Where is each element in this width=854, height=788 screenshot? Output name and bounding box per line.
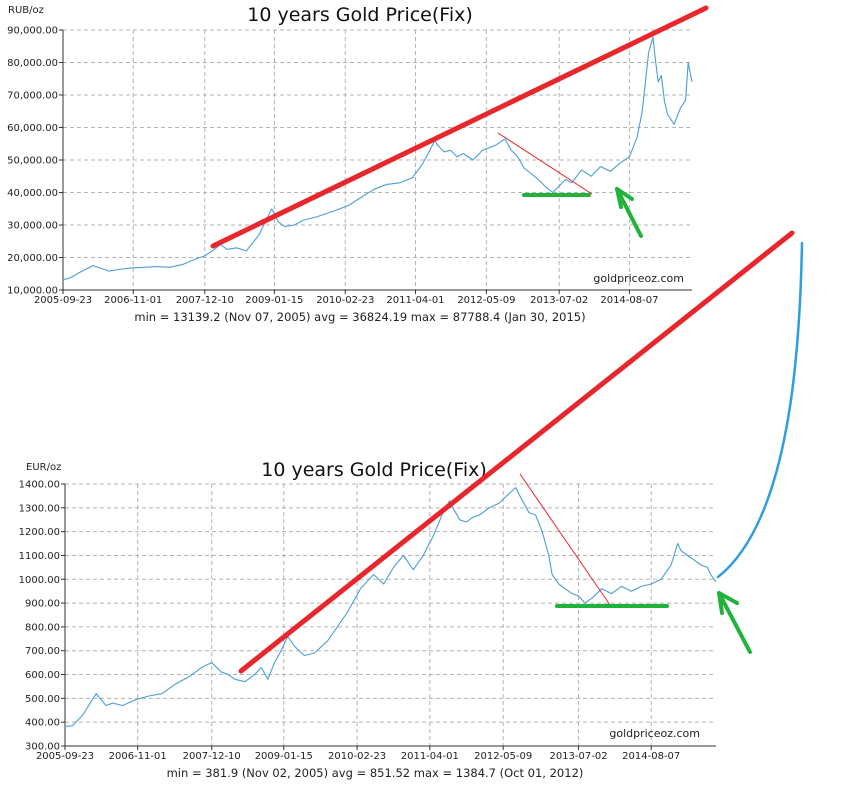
rub-x-tick-label: 2010-02-23 [316,295,374,306]
projection-curve-blue [716,241,804,579]
rub-y-axis-unit: RUB/oz [8,5,44,16]
eur-x-tick-label: 2006-11-01 [109,751,167,762]
rub-chart: RUB/oz 10 years Gold Price(Fix) 10,000.0… [7,4,693,324]
eur-chart: EUR/oz 10 years Gold Price(Fix) 300.00 40… [19,459,717,780]
rub-stats-line: min = 13139.2 (Nov 07, 2005) avg = 36824… [134,310,585,324]
rub-y-tick-label: 40,000.00 [7,188,58,199]
eur-y-tick-label: 1400.00 [19,480,60,491]
eur-x-tick-label: 2010-02-23 [328,751,386,762]
eur-x-tick-labels: 2005-09-23 2006-11-01 2007-12-10 2009-01-15… [36,751,680,762]
rub-y-tick-label: 90,000.00 [7,26,58,37]
eur-x-tick-label: 2011-04-01 [401,751,459,762]
rub-y-tick-label: 30,000.00 [7,221,58,232]
rub-y-tick-label: 50,000.00 [7,156,58,167]
rub-series [62,36,693,281]
rub-x-tick-label: 2005-09-23 [34,295,92,306]
rub-x-tick-labels: 2005-09-23 2006-11-01 2007-12-10 2009-01-15… [34,295,659,306]
rub-y-tick-label: 20,000.00 [7,253,58,264]
eur-watermark: goldpriceoz.com [609,727,700,740]
eur-stats-line: min = 381.9 (Nov 02, 2005) avg = 851.52 … [167,766,584,780]
eur-y-tick-label: 500.00 [25,694,60,705]
eur-gridlines [61,483,716,750]
eur-series [64,487,717,728]
rub-gridlines [59,29,692,294]
rub-x-tick-label: 2009-01-15 [245,295,303,306]
rub-y-tick-label: 70,000.00 [7,91,58,102]
rub-watermark: goldpriceoz.com [593,272,684,285]
eur-x-tick-label: 2005-09-23 [36,751,94,762]
rub-price-line [62,36,693,281]
eur-downtrend-thin [519,473,611,606]
eur-y-axis-unit: EUR/oz [26,462,61,473]
rub-trendline-red [210,5,709,249]
rub-y-tick-label: 80,000.00 [7,58,58,69]
eur-y-tick-label: 1300.00 [19,503,60,514]
eur-price-line [64,487,717,728]
rub-y-tick-labels: 10,000.00 20,000.00 30,000.00 40,000.00 50,0… [7,26,58,297]
eur-x-tick-label: 2013-07-02 [549,751,607,762]
rub-downtrend-thin [497,132,593,195]
eur-x-tick-label: 2009-01-15 [255,751,313,762]
rub-x-tick-label: 2014-08-07 [600,295,658,306]
eur-y-tick-label: 700.00 [25,646,60,657]
eur-chart-title: 10 years Gold Price(Fix) [261,459,487,481]
rub-arrow-green [615,187,643,238]
rub-x-tick-label: 2011-04-01 [386,295,444,306]
rub-x-tick-label: 2013-07-02 [530,295,588,306]
eur-trendline-red [238,230,795,674]
hand-drawn-annotations [210,5,804,674]
eur-arrow-green [717,591,752,654]
rub-x-tick-label: 2007-12-10 [176,295,234,306]
eur-y-tick-labels: 300.00 400.00 500.00 600.00 700.00 800.00 900.… [19,480,60,753]
eur-y-tick-label: 600.00 [25,670,60,681]
rub-y-tick-label: 60,000.00 [7,123,58,134]
rub-y-tick-label: 10,000.00 [7,286,58,297]
eur-x-tick-label: 2012-05-09 [474,751,532,762]
eur-y-tick-label: 1000.00 [19,575,60,586]
rub-x-tick-label: 2012-05-09 [457,295,515,306]
eur-x-tick-label: 2014-08-07 [622,751,680,762]
eur-x-tick-label: 2007-12-10 [183,751,241,762]
eur-y-tick-label: 800.00 [25,622,60,633]
eur-y-tick-label: 900.00 [25,599,60,610]
rub-chart-title: 10 years Gold Price(Fix) [247,4,473,26]
eur-y-tick-label: 300.00 [25,742,60,753]
eur-y-tick-label: 1100.00 [19,551,60,562]
eur-y-tick-label: 400.00 [25,718,60,729]
rub-x-tick-label: 2006-11-01 [104,295,162,306]
eur-y-tick-label: 1200.00 [19,527,60,538]
